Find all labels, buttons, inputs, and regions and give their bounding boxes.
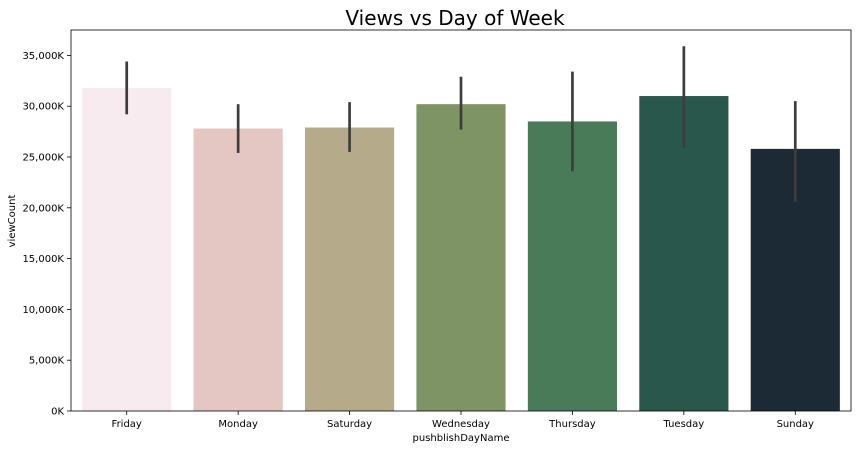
x-axis: Friday Monday Saturday Wednesday Thursday Tue…: [112, 411, 814, 430]
bar-tuesday: [639, 96, 729, 411]
y-axis: 0K 5,000K 10,000K 15,000K 20,000K 25,000K 30,0…: [22, 51, 71, 418]
y-tick-label: 25,000K: [22, 153, 64, 164]
x-tick-label: Saturday: [327, 419, 372, 430]
x-tick-label: Sunday: [777, 419, 814, 430]
x-axis-label: pushblishDayName: [413, 433, 510, 444]
bar-monday: [193, 128, 283, 411]
x-tick-label: Tuesday: [663, 419, 705, 430]
x-tick-label: Wednesday: [432, 419, 490, 430]
error-bars-group: [125, 46, 797, 202]
bar-wednesday: [416, 104, 506, 411]
bar-saturday: [305, 127, 395, 411]
bar-friday: [82, 87, 172, 412]
x-tick-label: Thursday: [548, 419, 596, 430]
y-tick-label: 15,000K: [22, 254, 64, 265]
chart-title: Views vs Day of Week: [345, 6, 565, 30]
bars-group: [82, 87, 840, 412]
y-tick-label: 20,000K: [22, 203, 64, 214]
x-tick-label: Friday: [112, 419, 142, 430]
y-axis-label: viewCount: [7, 195, 18, 248]
y-tick-label: 30,000K: [22, 102, 64, 113]
y-tick-label: 5,000K: [29, 356, 65, 367]
y-tick-label: 10,000K: [22, 305, 64, 316]
x-tick-label: Monday: [218, 419, 258, 430]
y-tick-label: 0K: [51, 407, 64, 418]
y-tick-label: 35,000K: [22, 51, 64, 62]
